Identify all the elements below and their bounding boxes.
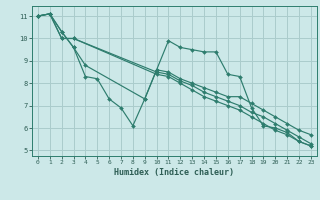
X-axis label: Humidex (Indice chaleur): Humidex (Indice chaleur) <box>115 168 234 177</box>
